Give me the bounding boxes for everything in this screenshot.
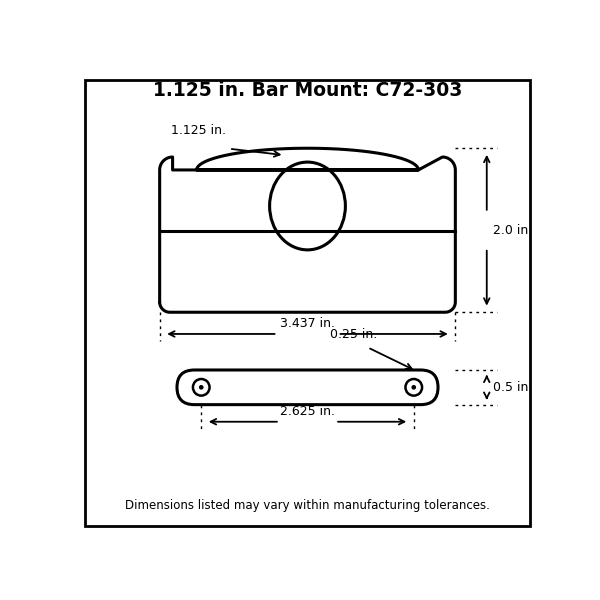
Text: 2.625 in.: 2.625 in. — [280, 404, 335, 418]
Text: 3.437 in.: 3.437 in. — [280, 317, 335, 330]
Text: 1.125 in.: 1.125 in. — [172, 124, 226, 137]
Circle shape — [200, 386, 203, 389]
Circle shape — [412, 386, 415, 389]
Text: 1.125 in. Bar Mount: C72-303: 1.125 in. Bar Mount: C72-303 — [153, 81, 462, 100]
Text: 0.5 in.: 0.5 in. — [493, 381, 533, 394]
Text: 2.0 in.: 2.0 in. — [493, 224, 533, 237]
Text: 0.25 in.: 0.25 in. — [330, 328, 377, 341]
Text: Dimensions listed may vary within manufacturing tolerances.: Dimensions listed may vary within manufa… — [125, 499, 490, 512]
